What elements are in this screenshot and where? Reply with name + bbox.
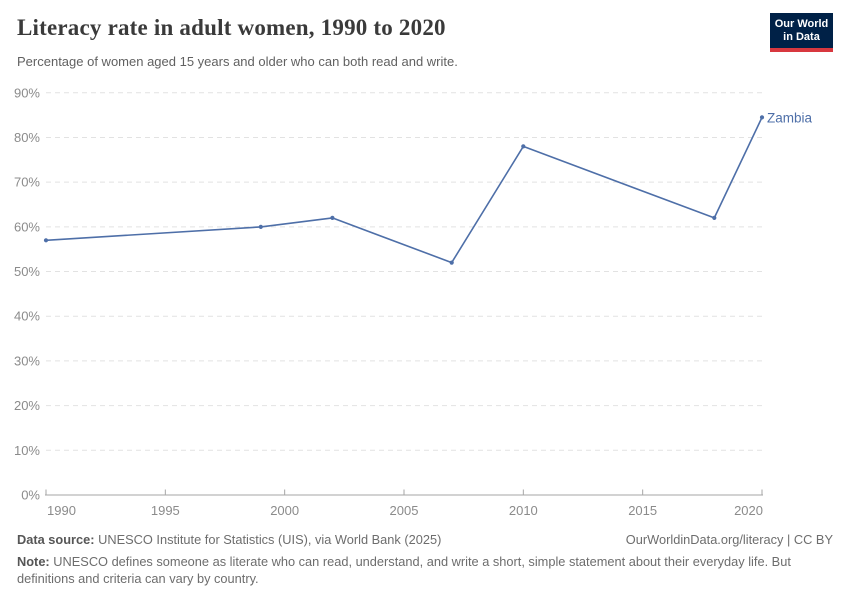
chart-footer: Data source: UNESCO Institute for Statis… bbox=[17, 532, 833, 587]
data-source-text: UNESCO Institute for Statistics (UIS), v… bbox=[98, 532, 442, 547]
x-axis-labels: 1990 1995 2000 2005 2010 2015 2020 bbox=[47, 503, 763, 518]
y-tick-label-0: 0% bbox=[21, 488, 40, 503]
x-tick-label-2005: 2005 bbox=[390, 503, 419, 518]
data-point-2007[interactable] bbox=[449, 260, 454, 265]
data-point-2002[interactable] bbox=[330, 215, 335, 220]
data-point-2010[interactable] bbox=[521, 144, 526, 149]
y-gridlines bbox=[46, 92, 763, 451]
y-tick-label-70: 70% bbox=[14, 175, 40, 190]
data-point-2020[interactable] bbox=[759, 115, 765, 120]
y-tick-label-20: 20% bbox=[14, 398, 40, 413]
series-end-label[interactable]: Zambia bbox=[767, 110, 813, 125]
attribution: OurWorldinData.org/literacy | CC BY bbox=[626, 532, 833, 547]
x-tick-label-1995: 1995 bbox=[151, 503, 180, 518]
x-tick-label-2010: 2010 bbox=[509, 503, 538, 518]
owid-logo-line2: in Data bbox=[783, 31, 820, 43]
license-link[interactable]: CC BY bbox=[793, 532, 833, 547]
y-tick-label-10: 10% bbox=[14, 443, 40, 458]
y-axis-labels: 0% 10% 20% 30% 40% 50% 60% 70% 80% 90% bbox=[14, 85, 40, 502]
owid-logo-line1: Our World bbox=[774, 18, 829, 30]
x-axis bbox=[45, 489, 763, 496]
source-row: Data source: UNESCO Institute for Statis… bbox=[17, 532, 833, 547]
owid-logo[interactable]: Our World in Data bbox=[770, 13, 833, 52]
chart-subtitle: Percentage of women aged 15 years and ol… bbox=[17, 54, 458, 69]
y-tick-label-30: 30% bbox=[14, 353, 40, 368]
series-zambia[interactable]: Zambia bbox=[43, 110, 813, 265]
x-tick-label-2020: 2020 bbox=[734, 503, 763, 518]
owid-logo-accent-bar bbox=[770, 48, 833, 52]
y-tick-label-50: 50% bbox=[14, 264, 40, 279]
note-row: Note: UNESCO defines someone as literate… bbox=[17, 553, 805, 587]
page-title: Literacy rate in adult women, 1990 to 20… bbox=[17, 15, 446, 40]
data-source-label: Data source: bbox=[17, 532, 95, 547]
owid-logo-text: Our World in Data bbox=[770, 13, 833, 48]
y-tick-label-60: 60% bbox=[14, 219, 40, 234]
x-tick-label-2015: 2015 bbox=[628, 503, 657, 518]
x-tick-label-2000: 2000 bbox=[270, 503, 299, 518]
data-point-1999[interactable] bbox=[258, 224, 263, 229]
owid-url-link[interactable]: OurWorldinData.org/literacy bbox=[625, 532, 784, 547]
note-text: UNESCO defines someone as literate who c… bbox=[17, 554, 791, 586]
attribution-separator: | bbox=[783, 532, 794, 547]
y-tick-label-40: 40% bbox=[14, 309, 40, 324]
y-tick-label-90: 90% bbox=[14, 85, 40, 100]
note-label: Note: bbox=[17, 554, 50, 569]
series-line bbox=[45, 116, 763, 264]
data-point-2018[interactable] bbox=[712, 215, 717, 220]
data-point-1990[interactable] bbox=[43, 238, 49, 243]
data-source: Data source: UNESCO Institute for Statis… bbox=[17, 532, 441, 547]
x-tick-label-1990: 1990 bbox=[47, 503, 76, 518]
y-tick-label-80: 80% bbox=[14, 130, 40, 145]
